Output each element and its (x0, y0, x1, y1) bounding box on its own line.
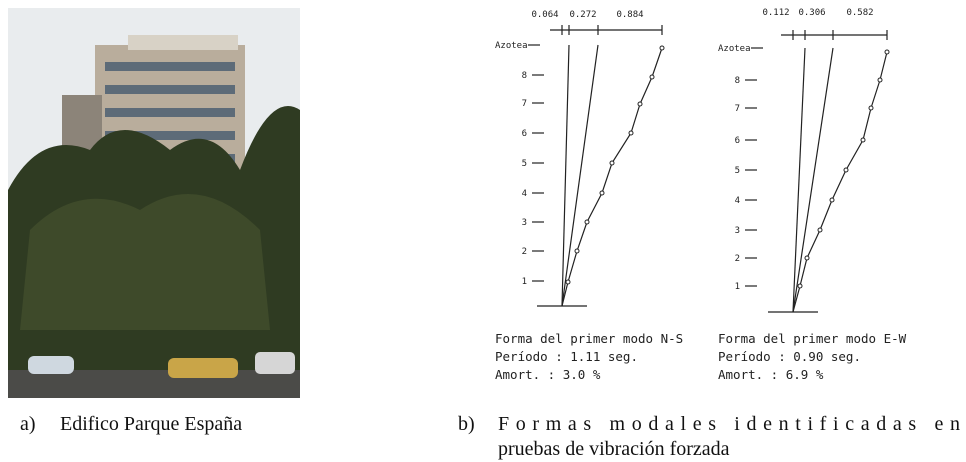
mode-point (629, 131, 633, 135)
caption: Formas modales identificadas en (498, 413, 960, 435)
figure: a) Edifico Parque España b) Formas modal… (0, 0, 966, 462)
panel-label: a) (20, 413, 36, 435)
floor-label: 8 (522, 71, 527, 81)
mode-point (600, 191, 604, 195)
floor-label: 4 (735, 196, 740, 206)
floor-label: 3 (735, 226, 740, 236)
note: Período : 1.11 seg. (495, 349, 638, 364)
floor-label: 2 (522, 247, 527, 257)
photo (8, 8, 300, 398)
note: Amort. : 6.9 % (718, 367, 824, 382)
floor-label: 5 (522, 159, 527, 169)
floor-label: 5 (735, 166, 740, 176)
dimension-label: 0.582 (846, 8, 873, 18)
mode-point (869, 106, 873, 110)
floor-label: 7 (735, 104, 740, 114)
mode-point (610, 161, 614, 165)
note: Forma del primer modo N-S (495, 331, 683, 346)
dimension-label: 0.272 (569, 10, 596, 20)
dimension-label: 0.306 (798, 8, 825, 18)
mode-point (638, 102, 642, 106)
note: Amort. : 3.0 % (495, 367, 601, 382)
panel-label: b) (458, 413, 475, 435)
mode-point (805, 256, 809, 260)
floor-label: 3 (522, 218, 527, 228)
floor-label: 6 (735, 136, 740, 146)
floor-label: 7 (522, 99, 527, 109)
mode-point (575, 249, 579, 253)
floor-label: 4 (522, 189, 527, 199)
floor-label: 1 (522, 277, 527, 287)
floor-label: 6 (522, 129, 527, 139)
mode-point (878, 78, 882, 82)
floor-label: 2 (735, 254, 740, 264)
caption: Edifico Parque España (60, 413, 242, 435)
mode-point (885, 50, 889, 54)
dimension-label: 0.064 (531, 10, 558, 20)
mode-shape (562, 48, 662, 306)
mode-point (861, 138, 865, 142)
mode-shape (793, 52, 887, 312)
mode-point (818, 228, 822, 232)
roof-label: Azotea (718, 44, 751, 54)
mode-point (830, 198, 834, 202)
dimension-label: 0.884 (616, 10, 643, 20)
mode-point (844, 168, 848, 172)
floor-label: 8 (735, 76, 740, 86)
mode-point (585, 220, 589, 224)
floor-label: 1 (735, 282, 740, 292)
mode-point (798, 284, 802, 288)
note: Período : 0.90 seg. (718, 349, 861, 364)
mode-point (566, 280, 570, 284)
caption: pruebas de vibración forzada (498, 438, 730, 460)
roof-label: Azotea (495, 41, 528, 51)
mode-point (660, 46, 664, 50)
note: Forma del primer modo E-W (718, 331, 907, 346)
dimension-label: 0.112 (762, 8, 789, 18)
mode-point (650, 75, 654, 79)
